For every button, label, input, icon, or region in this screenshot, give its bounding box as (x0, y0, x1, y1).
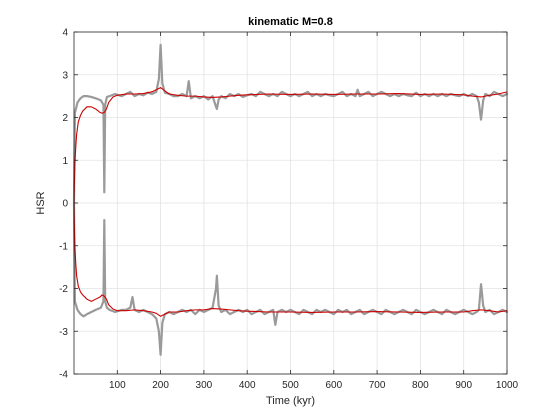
y-tick-label: -4 (59, 370, 68, 381)
ticks: 100 200 300 400 500 600 700 800 900 1000 -4 -3 -2 -1 0… (59, 28, 518, 392)
y-tick-label: 2 (62, 113, 68, 124)
grid (74, 31, 508, 375)
y-tick-label: 0 (62, 199, 68, 210)
y-tick-label: -3 (59, 327, 68, 338)
x-tick-label: 300 (196, 380, 213, 391)
x-tick-label: 800 (412, 380, 429, 391)
y-tick-label: -1 (59, 241, 68, 252)
x-tick-label: 200 (152, 380, 169, 391)
raw-upper-series-line (72, 43, 509, 205)
series-layer (72, 43, 509, 356)
smooth-lower-series-line (73, 202, 508, 317)
y-tick-label: 1 (62, 156, 68, 167)
smooth-upper-series-line (73, 87, 508, 204)
y-tick-label: 4 (62, 28, 68, 39)
x-axis-label: Time (kyr) (266, 395, 315, 407)
y-tick-label: 3 (62, 70, 68, 81)
raw-lower-series-line (72, 201, 509, 356)
x-tick-label: 400 (239, 380, 256, 391)
x-tick-label: 700 (369, 380, 386, 391)
x-tick-label: 500 (282, 380, 299, 391)
x-tick-label: 100 (109, 380, 126, 391)
x-tick-label: 900 (455, 380, 472, 391)
x-tick-label: 600 (325, 380, 342, 391)
y-tick-label: -2 (59, 284, 68, 295)
x-tick-label: 1000 (496, 380, 519, 391)
chart-title: kinematic M=0.8 (248, 16, 333, 28)
y-axis-label: HSR (35, 191, 47, 214)
